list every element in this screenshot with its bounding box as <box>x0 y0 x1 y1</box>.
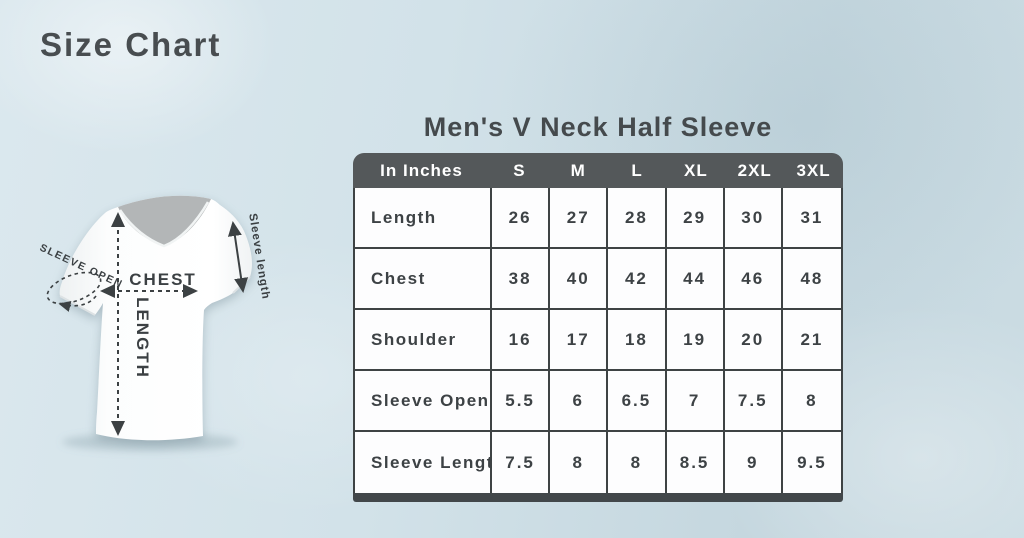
row-label-sleeve-length: Sleeve Length <box>355 432 504 493</box>
col-header-l: L <box>631 160 643 180</box>
size-chart-section: Men's V Neck Half Sleeve In Inches S M L… <box>353 114 843 502</box>
tshirt-measurement-diagram: LENGTH CHEST Sleeve length SLEEVE OPEN <box>28 170 300 462</box>
size-cell: 42 <box>608 249 667 310</box>
row-label-length: Length <box>355 188 492 249</box>
size-cell: 26 <box>492 188 551 249</box>
size-cell: 16 <box>492 310 551 371</box>
size-cell: 31 <box>782 188 841 249</box>
size-cell: 6 <box>550 371 609 432</box>
size-cell: 9 <box>724 432 783 493</box>
size-cell: 7 <box>666 371 725 432</box>
row-label-sleeve-open: Sleeve Open <box>355 371 492 432</box>
sleeve-length-arrow <box>227 221 249 293</box>
row-label-shoulder: Shoulder <box>355 310 492 371</box>
size-cell: 44 <box>666 249 725 310</box>
size-cell: 38 <box>492 249 551 310</box>
size-cell: 9.5 <box>782 432 841 493</box>
size-cell: 40 <box>550 249 609 310</box>
size-cell: 27 <box>550 188 609 249</box>
length-label: LENGTH <box>133 297 152 379</box>
page-title: Size Chart <box>40 26 222 63</box>
table-header-row: In Inches S M L XL 2XL 3XL <box>353 153 843 188</box>
size-cell: 46 <box>724 249 783 310</box>
size-cell: 8 <box>550 432 609 493</box>
col-header-xl: XL <box>684 160 708 180</box>
size-cell: 30 <box>724 188 783 249</box>
size-cell: 8.5 <box>666 432 725 493</box>
size-cell: 21 <box>782 310 841 371</box>
size-cell: 20 <box>724 310 783 371</box>
chest-label: CHEST <box>129 270 197 289</box>
size-cell: 8 <box>782 371 841 432</box>
table-bottom-bar <box>353 493 843 502</box>
table-body: Length 26 27 28 29 30 31 Chest 38 40 42 … <box>353 188 843 493</box>
size-cell: 7.5 <box>724 371 783 432</box>
table-title: Men's V Neck Half Sleeve <box>423 112 773 142</box>
size-cell: 18 <box>608 310 667 371</box>
size-cell: 8 <box>608 432 667 493</box>
tshirt-illustration: LENGTH CHEST Sleeve length SLEEVE OPEN <box>38 195 272 451</box>
col-header-s: S <box>513 160 526 180</box>
col-header-2xl: 2XL <box>737 160 772 180</box>
shirt-shadow <box>62 433 238 451</box>
size-cell: 48 <box>782 249 841 310</box>
size-cell: 19 <box>666 310 725 371</box>
col-header-3xl: 3XL <box>796 160 831 180</box>
size-cell: 17 <box>550 310 609 371</box>
size-cell: 28 <box>608 188 667 249</box>
sleeve-open-arrow <box>58 295 97 312</box>
col-header-m: M <box>570 160 586 180</box>
tshirt-body <box>59 195 252 441</box>
size-cell: 5.5 <box>492 371 551 432</box>
col-header-in-inches: In Inches <box>380 160 463 180</box>
row-label-chest: Chest <box>355 249 492 310</box>
size-cell: 29 <box>666 188 725 249</box>
size-cell: 7.5 <box>492 432 551 493</box>
size-cell: 6.5 <box>608 371 667 432</box>
